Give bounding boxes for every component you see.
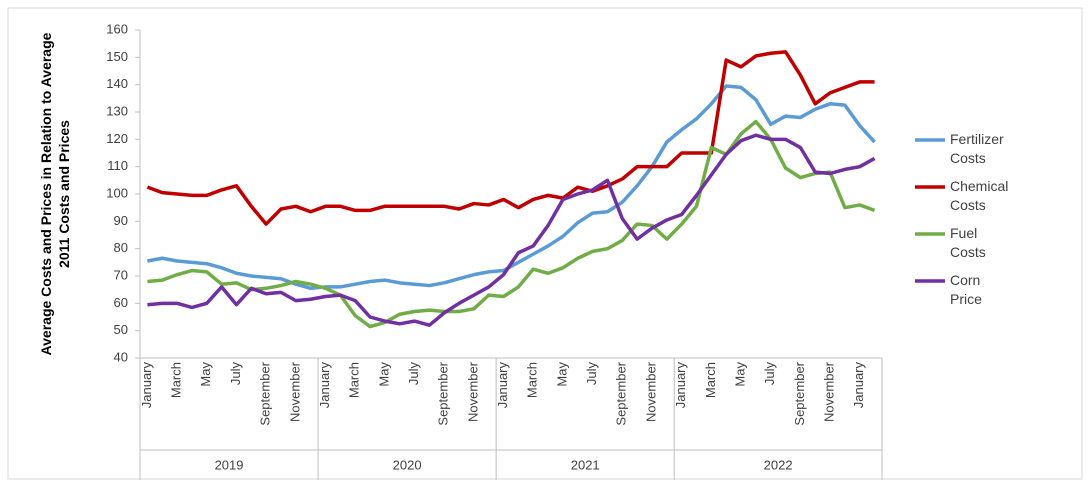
y-tick-label: 120 [106,131,128,146]
x-tick-label: September [792,361,807,425]
legend-label: Chemical Costs [950,178,1009,213]
x-tick-label: November [643,361,658,422]
x-tick-label: January [851,362,866,409]
legend-label: Fuel Costs [950,225,986,260]
y-tick-label: 160 [106,21,128,36]
x-tick-label: July [228,362,243,386]
y-tick-label: 50 [114,322,128,337]
y-tick-label: 100 [106,185,128,200]
x-group-label: 2022 [764,457,793,472]
series-line [147,84,876,291]
y-tick-label: 80 [114,240,128,255]
x-tick-label: July [762,362,777,386]
y-tick-label: 110 [107,158,128,173]
y-tick-label: 90 [114,213,128,228]
y-tick-label: 150 [106,49,128,64]
chart-border [7,7,1083,480]
y-tick-label: 130 [106,103,128,118]
x-tick-label: March [169,362,184,398]
x-tick-label: May [732,362,747,387]
y-tick-label: 70 [114,267,128,282]
x-tick-label: November [287,361,302,422]
x-tick-label: January [139,362,154,409]
x-tick-label: November [465,361,480,422]
x-tick-label: January [317,362,332,409]
series-line [147,119,876,329]
x-tick-label: March [703,362,718,398]
series-line [147,133,876,327]
y-tick-label: 140 [106,76,128,91]
x-group-label: 2019 [215,457,244,472]
x-tick-label: March [525,362,540,398]
x-tick-label: May [198,362,213,387]
x-tick-label: September [436,361,451,425]
legend-label: Corn Price [950,272,982,307]
legend-label: Fertilizer Costs [950,131,1004,166]
x-group-label: 2020 [393,457,422,472]
y-axis-title: Average Costs and Prices in Relation to … [38,32,72,356]
x-group-label: 2021 [571,457,600,472]
x-tick-label: November [821,361,836,422]
x-tick-label: May [554,362,569,387]
x-tick-label: March [347,362,362,398]
x-tick-label: January [495,362,510,409]
series-line [146,50,875,226]
x-tick-label: July [584,362,599,386]
x-tick-label: September [614,361,629,425]
y-tick-label: 40 [114,349,128,364]
x-tick-label: January [673,362,688,409]
x-tick-label: July [406,362,421,386]
y-tick-label: 60 [114,295,128,310]
x-tick-label: May [376,362,391,387]
x-tick-label: September [258,361,273,425]
